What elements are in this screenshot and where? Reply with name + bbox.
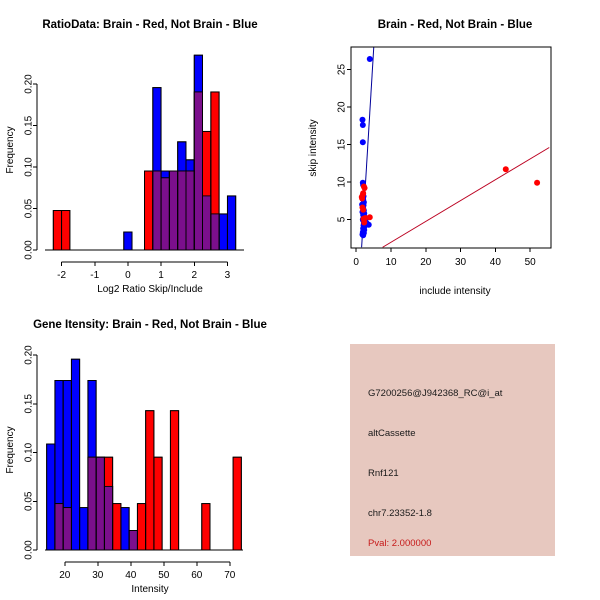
- svg-text:0.20: 0.20: [24, 74, 35, 94]
- svg-text:-1: -1: [90, 270, 99, 281]
- svg-text:30: 30: [92, 570, 104, 581]
- svg-text:0.15: 0.15: [24, 394, 35, 414]
- ratio-histogram-svg: RatioData: Brain - Red, Not Brain - Blue…: [5, 19, 258, 295]
- gene-histogram-plot-area: 0.00 0.05 0.10 0.15 0.20 20 30 40 50 60 70: [24, 345, 243, 581]
- scatter-title: Brain - Red, Not Brain - Blue: [378, 19, 533, 31]
- gene-histogram-xlabel: Intensity: [131, 584, 168, 595]
- svg-text:2: 2: [191, 270, 197, 281]
- svg-text:40: 40: [125, 570, 137, 581]
- panel-intensity-scatter: Brain - Red, Not Brain - Blue include in…: [300, 0, 600, 300]
- svg-text:3: 3: [225, 270, 231, 281]
- info-locus: chr7.23352-1.8: [368, 508, 432, 519]
- svg-text:15: 15: [337, 139, 348, 151]
- svg-text:0.00: 0.00: [24, 540, 35, 560]
- svg-text:0.05: 0.05: [24, 198, 35, 218]
- svg-text:50: 50: [525, 257, 537, 268]
- gene-histogram-title: Gene Itensity: Brain - Red, Not Brain - …: [33, 319, 267, 331]
- svg-text:20: 20: [337, 101, 348, 113]
- svg-text:60: 60: [191, 570, 203, 581]
- gene-histogram-ylabel: Frequency: [5, 426, 16, 473]
- gene-histogram-svg: Gene Itensity: Brain - Red, Not Brain - …: [5, 319, 267, 595]
- svg-text:0.20: 0.20: [24, 345, 35, 365]
- ratio-histogram-xlabel: Log2 Ratio Skip/Include: [97, 284, 203, 295]
- svg-text:-2: -2: [57, 270, 66, 281]
- svg-text:0.10: 0.10: [24, 442, 35, 462]
- svg-text:30: 30: [455, 257, 467, 268]
- scatter-ylabel: skip intensity: [308, 119, 319, 176]
- ratio-histogram-ylabel: Frequency: [5, 126, 16, 173]
- info-event-type: altCassette: [368, 428, 416, 439]
- info-pval: Pval: 2.000000: [368, 538, 432, 549]
- svg-text:0.05: 0.05: [24, 491, 35, 511]
- svg-text:20: 20: [420, 257, 432, 268]
- info-probe-id: G7200256@J942368_RC@i_at: [368, 388, 503, 399]
- scatter-xlabel: include intensity: [419, 286, 490, 297]
- svg-text:0: 0: [125, 270, 131, 281]
- svg-text:40: 40: [490, 257, 502, 268]
- svg-text:20: 20: [59, 570, 71, 581]
- panel-ratio-histogram: RatioData: Brain - Red, Not Brain - Blue…: [0, 0, 300, 300]
- svg-text:0: 0: [353, 257, 359, 268]
- svg-text:70: 70: [224, 570, 236, 581]
- scatter-plot-area: 5 10 15 20 25 0 10 20 30 40 50: [337, 46, 552, 268]
- svg-text:25: 25: [337, 64, 348, 76]
- svg-text:10: 10: [337, 176, 348, 188]
- info-gene-symbol: Rnf121: [368, 468, 399, 479]
- svg-text:50: 50: [158, 570, 170, 581]
- ratio-histogram-plot-area: 0.00 0.05 0.10 0.15 0.20 -2 -1 0 1 2 3: [24, 54, 244, 281]
- panel-gene-histogram: Gene Itensity: Brain - Red, Not Brain - …: [0, 300, 300, 600]
- gene-info-box: G7200256@J942368_RC@i_at altCassette Rnf…: [350, 344, 555, 556]
- ratio-histogram-title: RatioData: Brain - Red, Not Brain - Blue: [42, 19, 257, 31]
- panel-info: G7200256@J942368_RC@i_at altCassette Rnf…: [300, 300, 600, 600]
- svg-text:0.10: 0.10: [24, 157, 35, 177]
- scatter-svg: Brain - Red, Not Brain - Blue include in…: [308, 19, 552, 297]
- svg-text:10: 10: [385, 257, 397, 268]
- svg-text:0.00: 0.00: [24, 240, 35, 260]
- svg-text:1: 1: [158, 270, 164, 281]
- svg-text:0.15: 0.15: [24, 115, 35, 135]
- svg-text:5: 5: [337, 216, 348, 222]
